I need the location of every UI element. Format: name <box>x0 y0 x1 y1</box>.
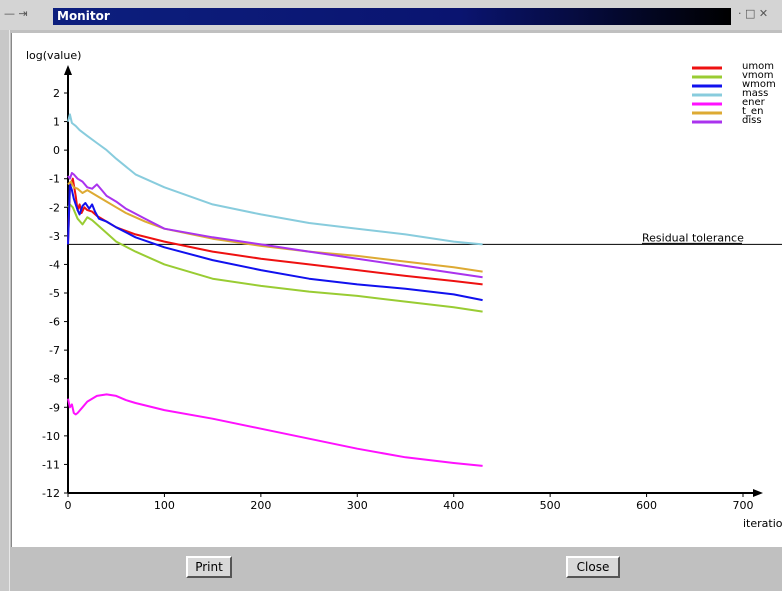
residual-tolerance-label: Residual tolerance <box>642 231 744 244</box>
legend-label-wmom: wmom <box>742 79 776 90</box>
x-tick-label: 500 <box>540 499 561 512</box>
series-line-mass <box>67 113 483 246</box>
x-axis-arrow <box>753 489 763 497</box>
residual-chart: 2 1 0 -1 -2 -3 -4 -5 -6 -7 -8 -9 -10 -11 -12 0 100 200 300… <box>26 49 782 530</box>
x-tick-label: 700 <box>733 499 754 512</box>
y-tick-label: -5 <box>49 287 60 300</box>
legend-label-t_en: t_en <box>742 106 763 117</box>
title-bar[interactable]: — ⇥ Monitor · □ ✕ <box>0 0 782 30</box>
series-line-diss <box>67 172 483 279</box>
y-tick-label: -12 <box>42 487 60 500</box>
plot-panel: 2 1 0 -1 -2 -3 -4 -5 -6 -7 -8 -9 -10 -11 -12 0 100 200 300… <box>11 33 782 547</box>
legend-label-ener: ener <box>742 97 766 108</box>
y-tick-label: 0 <box>53 144 60 157</box>
series-line-t_en <box>67 180 483 273</box>
y-tick-label: -2 <box>49 201 60 214</box>
y-axis-arrow <box>64 65 72 75</box>
x-tick-label: 300 <box>347 499 368 512</box>
y-tick-label: -7 <box>49 344 60 357</box>
y-tick-label: -4 <box>49 258 60 271</box>
x-tick-label: 0 <box>65 499 72 512</box>
y-tick-label: -8 <box>49 373 60 386</box>
window-controls-icon[interactable]: · □ ✕ <box>738 7 769 20</box>
x-tick-label: 600 <box>636 499 657 512</box>
series-line-vmom <box>67 203 483 313</box>
series-line-wmom <box>67 183 483 302</box>
y-tick-label: -11 <box>42 458 60 471</box>
y-tick-label: 1 <box>53 116 60 129</box>
x-tick-label: 100 <box>154 499 175 512</box>
x-tick-label: 200 <box>250 499 271 512</box>
y-axis-label: log(value) <box>26 49 81 62</box>
window-title: Monitor <box>57 9 110 23</box>
series-line-ener <box>67 393 483 467</box>
window-menu-icon[interactable]: — ⇥ <box>4 7 28 20</box>
legend-label-diss: diss <box>742 115 762 126</box>
print-button[interactable]: Print <box>186 556 232 578</box>
y-tick-label: 2 <box>53 87 60 100</box>
legend-label-mass: mass <box>742 88 768 99</box>
y-tick-label: -10 <box>42 430 60 443</box>
close-button[interactable]: Close <box>566 556 620 578</box>
title-strip[interactable]: Monitor <box>53 8 731 25</box>
legend-label-umom: umom <box>742 61 774 72</box>
x-axis-label: iteration <box>743 517 782 530</box>
y-tick-label: -6 <box>49 316 60 329</box>
y-tick-label: -1 <box>49 173 60 186</box>
y-tick-label: -3 <box>49 230 60 243</box>
y-tick-label: -9 <box>49 401 60 414</box>
x-tick-label: 400 <box>443 499 464 512</box>
legend-label-vmom: vmom <box>742 70 774 81</box>
